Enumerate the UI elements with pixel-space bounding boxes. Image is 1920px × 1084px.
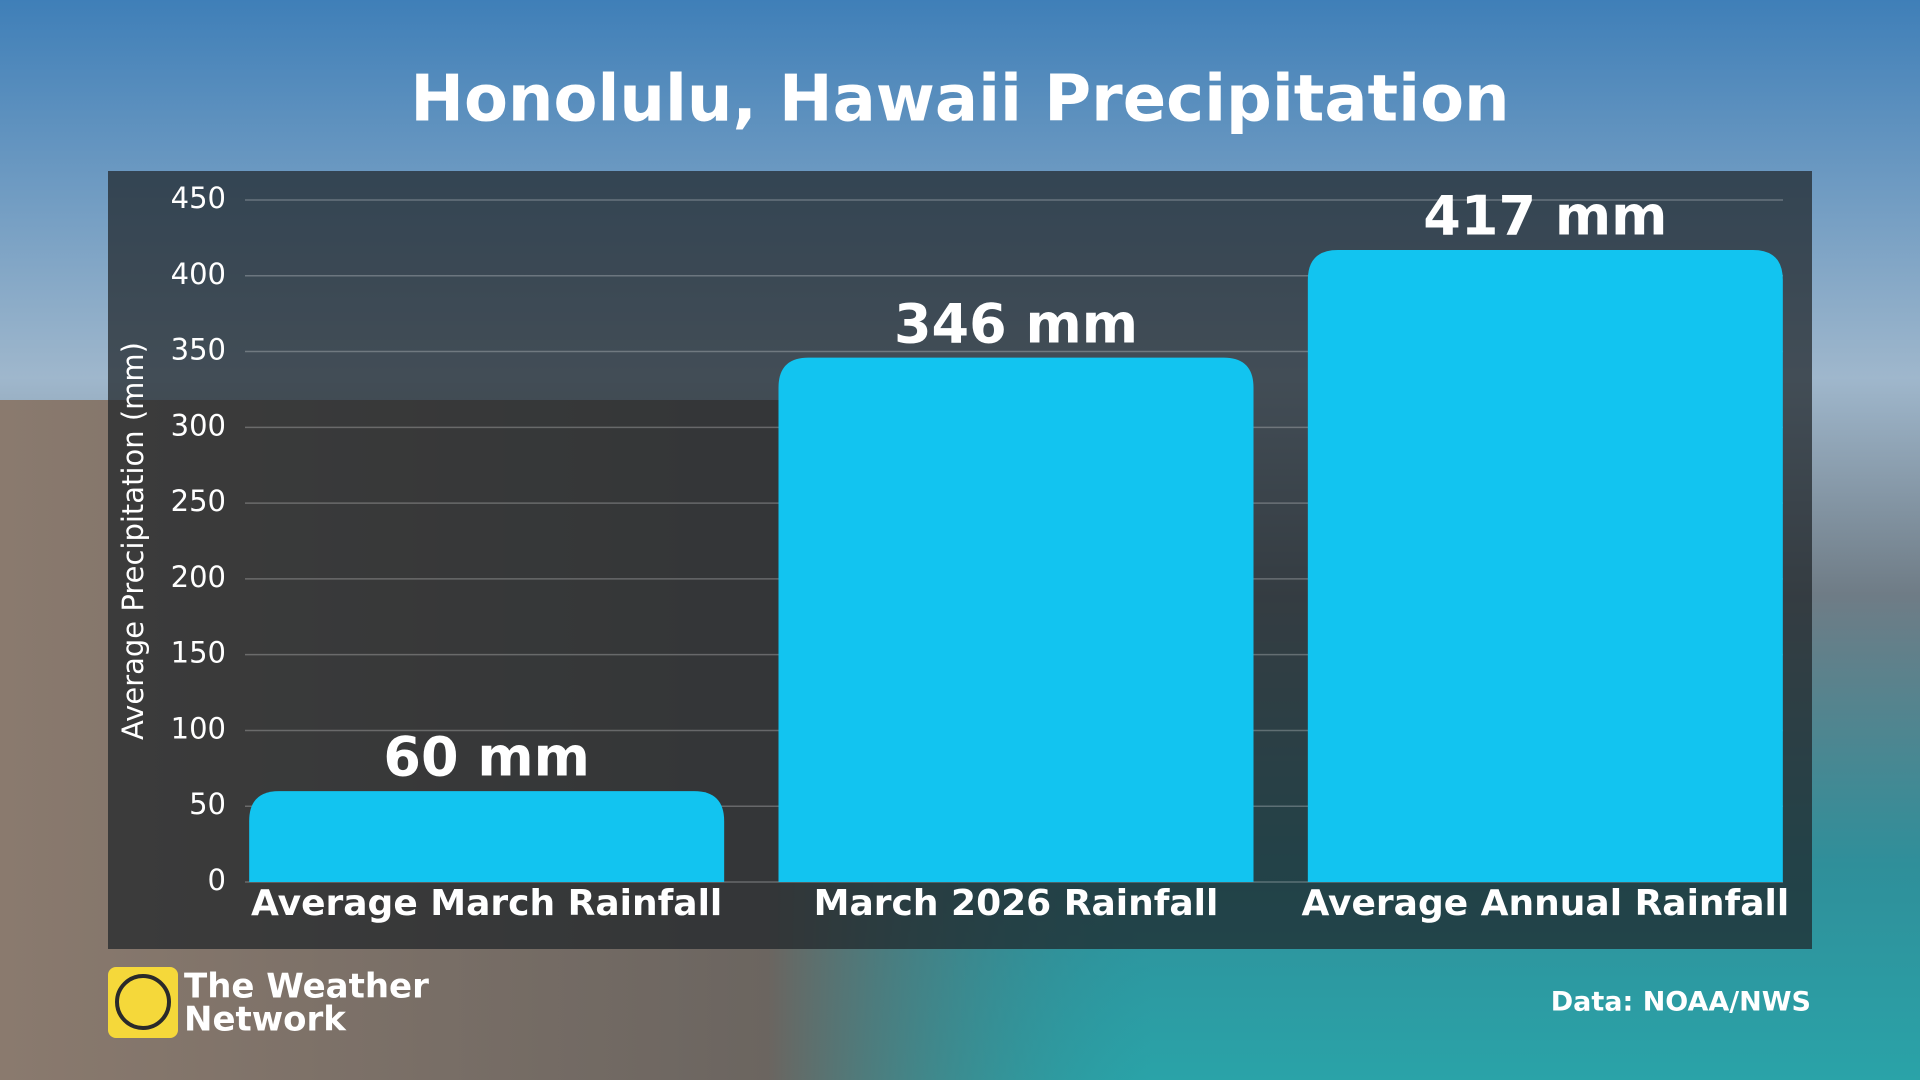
value-label: 346 mm: [894, 292, 1138, 355]
y-tick-label: 200: [171, 560, 226, 594]
logo-text: Network: [184, 1000, 347, 1040]
x-tick-label: March 2026 Rainfall: [814, 883, 1219, 924]
y-tick-label: 400: [171, 257, 226, 291]
chart-title: Honolulu, Hawaii Precipitation: [410, 63, 1509, 137]
x-tick-label: Average March Rainfall: [251, 883, 722, 924]
y-tick-label: 0: [208, 863, 226, 897]
y-axis-label: Average Precipitation (mm): [116, 342, 150, 740]
y-tick-label: 350: [171, 333, 226, 367]
logo-text: The Weather: [184, 967, 429, 1007]
y-tick-label: 50: [189, 787, 226, 821]
bar: [1307, 250, 1783, 883]
y-tick-label: 250: [171, 484, 226, 518]
y-tick-label: 300: [171, 408, 226, 442]
logo-globe: [115, 974, 171, 1030]
y-tick-label: 450: [171, 181, 226, 215]
value-label: 60 mm: [383, 726, 589, 789]
x-tick-label: Average Annual Rainfall: [1301, 883, 1789, 924]
bar: [778, 357, 1254, 882]
source: Data: NOAA/NWS: [1551, 987, 1811, 1018]
bar: [249, 791, 725, 882]
y-tick-label: 150: [171, 636, 226, 670]
y-tick-label: 100: [171, 711, 226, 745]
value-label: 417 mm: [1423, 185, 1667, 248]
